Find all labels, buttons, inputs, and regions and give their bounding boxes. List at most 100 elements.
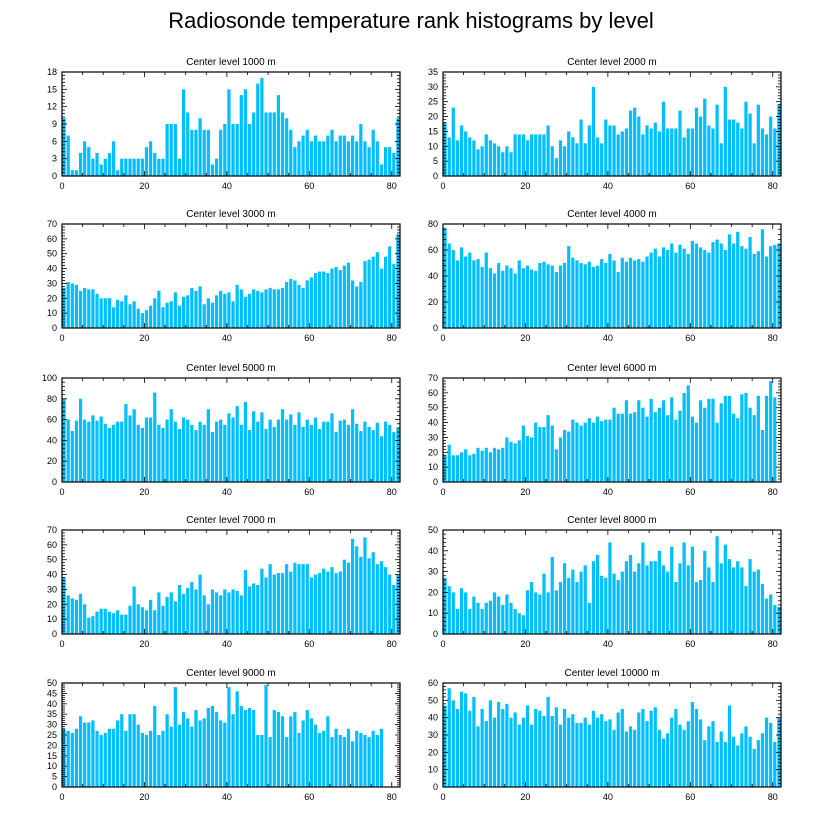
histogram-bar (744, 392, 748, 482)
histogram-bar (346, 262, 351, 328)
histogram-bar (488, 140, 493, 176)
histogram-bar (235, 124, 239, 176)
histogram-bar (719, 403, 723, 482)
histogram-bar (177, 158, 182, 176)
histogram-bar (711, 398, 715, 482)
histogram-bar (488, 700, 493, 787)
histogram-bar (161, 307, 165, 328)
histogram-bar (657, 550, 662, 634)
histogram-bar (202, 595, 206, 634)
histogram-bar (247, 430, 252, 482)
histogram-bar (587, 602, 591, 634)
y-tick-label: 5 (52, 772, 57, 782)
histogram-bar (247, 293, 252, 328)
histogram-bar (620, 571, 624, 634)
histogram-bar (161, 730, 165, 787)
y-tick-label: 20 (428, 112, 438, 122)
x-tick-label: 0 (59, 639, 64, 649)
histogram-bar (322, 421, 326, 482)
histogram-bar (620, 131, 624, 176)
histogram-bar (674, 709, 678, 787)
histogram-bar (136, 724, 140, 787)
x-tick-label: 20 (139, 333, 149, 343)
y-tick-label: 3 (52, 154, 57, 164)
histogram-bar (227, 687, 231, 787)
x-tick-label: 0 (59, 181, 64, 191)
histogram-bar (703, 550, 707, 634)
histogram-bar (95, 611, 99, 634)
x-tick-label: 60 (304, 181, 314, 191)
histogram-bar (227, 292, 231, 328)
histogram-bar (530, 582, 534, 634)
histogram-bar (497, 702, 501, 787)
histogram-bar (542, 573, 546, 634)
histogram-bar (83, 604, 87, 634)
histogram-bar (149, 305, 153, 328)
histogram-bar (682, 137, 686, 176)
histogram-bar (686, 253, 690, 328)
x-tick-label: 0 (440, 181, 445, 191)
histogram-bar (367, 147, 371, 176)
histogram-bar (740, 394, 744, 482)
histogram-bar (210, 705, 215, 787)
histogram-bar (447, 586, 451, 634)
histogram-bar (392, 264, 396, 328)
histogram-bar (157, 290, 161, 328)
histogram-bar (534, 270, 538, 328)
histogram-bar (777, 606, 781, 634)
histogram-bar (66, 419, 70, 482)
histogram-bar (214, 712, 219, 787)
histogram-bar (595, 416, 600, 482)
histogram-bar (297, 141, 301, 176)
histogram-bar (149, 141, 153, 176)
x-tick-label: 60 (304, 333, 314, 343)
histogram-bar (723, 395, 727, 482)
histogram-bar (330, 737, 334, 787)
histogram-bar (731, 119, 736, 176)
histogram-bar (161, 427, 165, 482)
histogram-bar (678, 110, 682, 176)
histogram-bar (219, 290, 223, 328)
histogram-bar (699, 400, 703, 482)
histogram-bar (107, 427, 112, 482)
y-tick-label: 40 (47, 570, 57, 580)
histogram-bar (764, 598, 769, 634)
histogram-bar (239, 595, 243, 634)
histogram-bar (210, 164, 215, 176)
histogram-bar (686, 721, 690, 787)
histogram-bar (703, 407, 707, 482)
histogram-bar (326, 716, 330, 787)
histogram-bar (367, 259, 371, 328)
histogram-bar (686, 565, 690, 634)
histogram-bar (289, 129, 293, 176)
histogram-bar (239, 95, 243, 176)
histogram-bar (443, 577, 447, 634)
histogram-bar (694, 582, 699, 634)
histogram-bar (128, 415, 132, 482)
histogram-bar (595, 554, 600, 634)
histogram-bar (542, 261, 546, 328)
histogram-bar (699, 719, 703, 787)
histogram-bar (612, 573, 616, 634)
histogram-bar (707, 567, 711, 634)
histogram-bar (760, 430, 765, 482)
histogram-bar (70, 598, 74, 634)
histogram-bar (301, 426, 305, 482)
histogram-bar (595, 137, 600, 176)
histogram-bar (587, 724, 591, 787)
histogram-bar (136, 424, 140, 482)
histogram-bar (153, 705, 157, 787)
y-tick-label: 80 (47, 394, 57, 404)
x-tick-label: 60 (304, 792, 314, 802)
y-tick-label: 100 (42, 373, 57, 383)
histogram-bar (694, 709, 699, 787)
histogram-bar (455, 260, 460, 328)
histogram-bar (723, 250, 727, 328)
histogram-bar (575, 422, 579, 482)
histogram-bar (542, 427, 546, 482)
histogram-bar (214, 421, 219, 482)
histogram-bar (103, 732, 107, 787)
histogram-bar (330, 567, 334, 634)
histogram-bar (309, 718, 313, 787)
